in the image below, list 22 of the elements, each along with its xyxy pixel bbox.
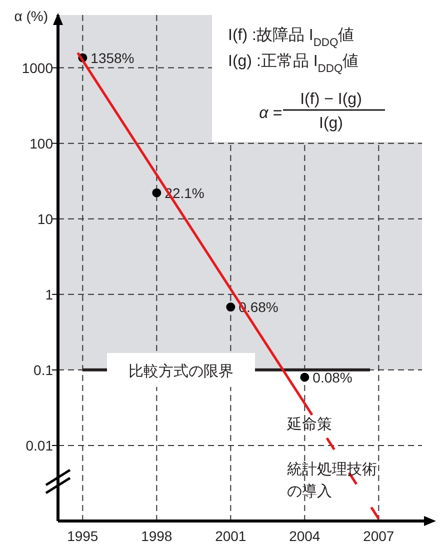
x-tick-label: 2004 bbox=[289, 528, 320, 544]
x-tick-label: 1995 bbox=[67, 528, 98, 544]
data-label: 1358% bbox=[90, 50, 134, 66]
annotation: I(f) − I(g) bbox=[300, 91, 362, 108]
annotation: I(g) bbox=[319, 115, 343, 132]
y-tick-label: 100 bbox=[30, 135, 54, 152]
x-tick-label: 2007 bbox=[363, 528, 394, 544]
y-tick-label: 0.1 bbox=[34, 362, 54, 378]
y-tick-label: 0.01 bbox=[26, 437, 54, 454]
annotation: 統計処理技術の導入 bbox=[287, 461, 377, 500]
annotation: I(f) :故障品 I$_{DDQ}$値 bbox=[228, 26, 354, 49]
y-tick-label: 1 bbox=[45, 286, 54, 302]
x-tick-label: 2001 bbox=[215, 528, 246, 544]
annotation: α = bbox=[259, 105, 282, 122]
annotation: 延命策 bbox=[286, 416, 332, 433]
x-tick-label: 1998 bbox=[141, 528, 172, 544]
y-tick-label: 1000 bbox=[22, 60, 54, 76]
annotation: I(g) :正常品 I$_{DDQ}$値 bbox=[228, 52, 359, 75]
y-axis-title: α (%) bbox=[14, 8, 48, 24]
data-label: 0.08% bbox=[312, 369, 352, 386]
ref-line-label: 比較方式の限界 bbox=[128, 362, 234, 380]
y-tick-label: 10 bbox=[37, 210, 54, 227]
